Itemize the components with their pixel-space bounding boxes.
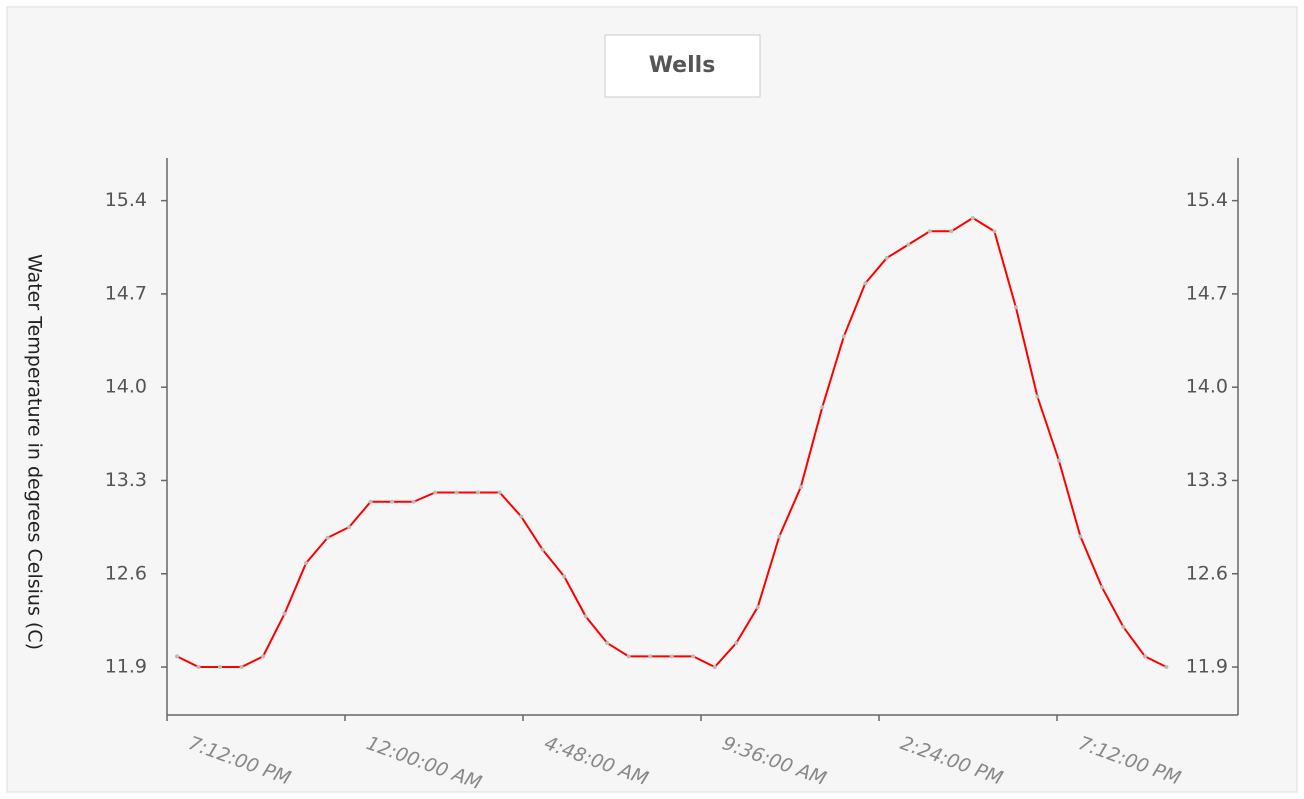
data-point [347, 525, 352, 530]
data-point [863, 281, 868, 286]
y2-tick-label: 15.4 [1186, 189, 1228, 211]
data-point [196, 665, 201, 670]
data-point [906, 242, 911, 247]
data-point [605, 641, 610, 646]
data-point [970, 215, 975, 220]
data-point [1078, 534, 1083, 539]
data-point [433, 490, 438, 495]
data-point [1056, 458, 1061, 463]
y-tick-label: 13.3 [105, 469, 147, 491]
data-point [562, 574, 567, 579]
data-point [239, 665, 244, 670]
data-point [261, 654, 266, 659]
y-tick-label: 15.4 [105, 189, 147, 211]
data-point [777, 534, 782, 539]
y2-tick-label: 13.3 [1186, 469, 1228, 491]
data-point [648, 654, 653, 659]
data-point [454, 490, 459, 495]
data-point [927, 229, 932, 234]
data-point [282, 611, 287, 616]
data-point [218, 665, 223, 670]
data-point [325, 535, 330, 540]
data-point [1013, 305, 1018, 310]
y2-tick-label: 14.0 [1186, 376, 1228, 398]
title-box [604, 34, 761, 98]
data-point [390, 499, 395, 504]
data-point [476, 490, 481, 495]
chart-title: Wells [649, 53, 716, 78]
data-point [820, 405, 825, 410]
y-tick-label: 12.6 [105, 562, 147, 584]
data-point [519, 514, 524, 519]
data-point [712, 665, 717, 670]
data-point [497, 490, 502, 495]
data-point [798, 485, 803, 490]
chart-background [6, 6, 1298, 793]
data-point [755, 605, 760, 610]
data-point [1164, 665, 1169, 670]
data-point [884, 255, 889, 260]
y-tick-label: 11.9 [105, 656, 147, 678]
data-point [691, 654, 696, 659]
data-point [583, 614, 588, 619]
data-point [411, 499, 416, 504]
data-point [669, 654, 674, 659]
data-point [1142, 654, 1147, 659]
y-tick-label: 14.7 [105, 282, 147, 304]
y2-tick-label: 11.9 [1186, 656, 1228, 678]
y-tick-label: 14.0 [105, 376, 147, 398]
data-point [626, 654, 631, 659]
data-point [949, 229, 954, 234]
data-point [304, 561, 309, 566]
y2-tick-label: 12.6 [1186, 562, 1228, 584]
data-point [540, 547, 545, 552]
data-point [841, 334, 846, 339]
y2-tick-label: 14.7 [1186, 282, 1228, 304]
data-point [734, 641, 739, 646]
data-point [992, 229, 997, 234]
data-point [1035, 394, 1040, 399]
y-axis-label: Water Temperature in degrees Celsius (C) [24, 254, 46, 650]
data-point [1121, 625, 1126, 630]
data-point [1099, 585, 1104, 590]
data-point [175, 654, 180, 659]
data-point [368, 499, 373, 504]
